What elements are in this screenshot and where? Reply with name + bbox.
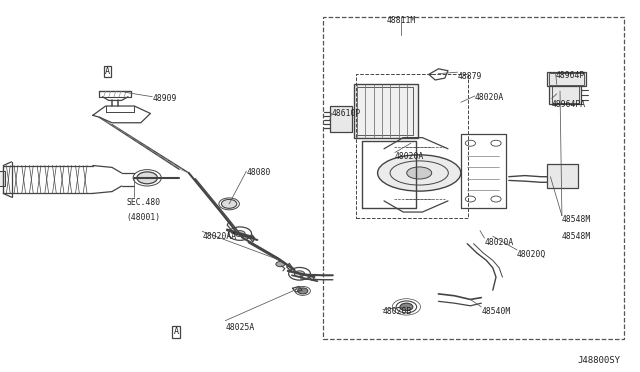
Text: 48540M: 48540M (481, 307, 511, 316)
Circle shape (294, 271, 305, 277)
Text: 48020B: 48020B (383, 307, 412, 316)
Text: A: A (173, 327, 179, 336)
Ellipse shape (378, 155, 461, 191)
Text: 48080: 48080 (246, 169, 271, 177)
Bar (547, 164, 578, 188)
Text: 48610P: 48610P (332, 109, 361, 118)
Text: 48020A: 48020A (395, 153, 424, 161)
Circle shape (298, 288, 308, 294)
Text: 48811M: 48811M (387, 16, 416, 25)
Bar (0, 171, 5, 186)
Text: (48001): (48001) (127, 213, 161, 222)
Text: 48020AA: 48020AA (202, 232, 236, 241)
Circle shape (221, 199, 237, 208)
Text: 48020A: 48020A (484, 238, 514, 247)
Bar (549, 82, 581, 104)
Circle shape (137, 172, 157, 184)
Bar (354, 84, 418, 138)
Circle shape (400, 303, 413, 311)
Bar (357, 87, 413, 135)
Bar (549, 73, 584, 85)
Text: 48020A: 48020A (475, 93, 504, 102)
Text: A: A (105, 67, 110, 76)
Bar (330, 106, 352, 132)
Text: 48548M: 48548M (562, 232, 591, 241)
Text: 48879: 48879 (458, 72, 482, 81)
Text: 48909: 48909 (152, 94, 177, 103)
Text: 48964P: 48964P (556, 71, 585, 80)
Text: 48964PA: 48964PA (552, 100, 586, 109)
Bar (356, 74, 468, 218)
Text: 48025A: 48025A (225, 323, 255, 332)
Circle shape (235, 231, 245, 237)
Bar (323, 17, 624, 339)
Bar (547, 72, 586, 86)
Text: 48020Q: 48020Q (517, 250, 547, 259)
Circle shape (276, 262, 285, 267)
Text: J48800SY: J48800SY (578, 356, 621, 365)
Bar (552, 83, 579, 103)
Text: SEC.480: SEC.480 (127, 198, 161, 207)
Text: 48548M: 48548M (562, 215, 591, 224)
Ellipse shape (407, 167, 432, 179)
